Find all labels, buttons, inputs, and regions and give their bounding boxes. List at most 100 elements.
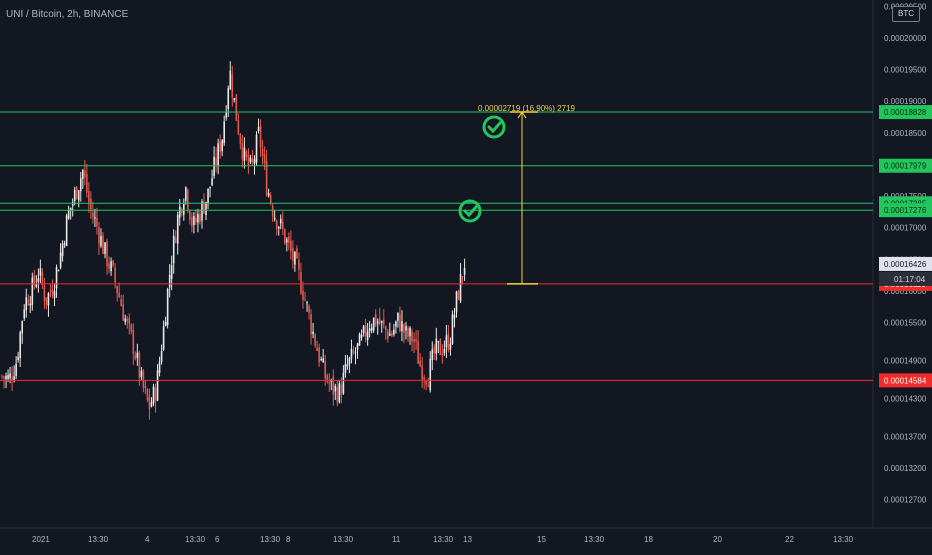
candle-body	[207, 188, 209, 204]
candle-body	[183, 204, 185, 215]
candle-body	[142, 370, 145, 388]
last-price-badge[interactable]	[879, 256, 932, 271]
candle-body	[318, 347, 320, 363]
candle-body	[374, 314, 377, 326]
candle-body	[201, 201, 203, 221]
candle-body	[308, 306, 310, 313]
price-tick-label: 0.00019500	[884, 66, 927, 75]
candle-body	[172, 235, 175, 264]
candle-body	[245, 151, 248, 157]
candle-body	[364, 325, 367, 337]
candle-body	[231, 74, 234, 97]
candle-body	[185, 187, 187, 201]
candle-body	[73, 189, 76, 202]
candle-body	[51, 289, 54, 296]
price-level-badge[interactable]	[879, 203, 932, 218]
price-tick-label: 0.00015500	[884, 318, 927, 327]
candle-body	[300, 272, 302, 294]
candle-body	[358, 333, 361, 346]
candle-body	[279, 218, 282, 224]
candle-body	[409, 327, 411, 337]
candle-body	[106, 241, 108, 267]
candle-body	[43, 285, 46, 301]
candle-body	[247, 154, 250, 166]
candle-body	[120, 299, 122, 307]
candle-body	[221, 140, 223, 152]
candle-body	[162, 326, 165, 350]
candle-body	[59, 252, 62, 268]
candle-body	[116, 286, 118, 294]
candle-body	[19, 332, 21, 359]
candle-body	[237, 120, 240, 134]
candle-body	[322, 358, 324, 363]
price-level-badge[interactable]	[879, 373, 932, 388]
candle-body	[415, 339, 417, 342]
candle-body	[401, 321, 403, 332]
check-circle-icon	[458, 199, 482, 223]
candle-body	[243, 147, 246, 161]
candle-body	[263, 154, 266, 164]
candle-body	[421, 365, 423, 381]
candle-body	[114, 267, 116, 283]
price-tick-label: 0.00013200	[884, 464, 927, 473]
candle-body	[387, 331, 389, 339]
candle-body	[380, 321, 383, 323]
currency-badge[interactable]: BTC	[892, 6, 920, 22]
candle-body	[193, 216, 195, 226]
candle-body	[251, 158, 254, 163]
candle-body	[267, 193, 270, 196]
candle-body	[399, 314, 401, 332]
candle-body	[334, 385, 337, 392]
candle-body	[326, 375, 329, 382]
candle-body	[98, 227, 100, 244]
price-tick-label: 0.00014300	[884, 394, 927, 403]
candle-body	[233, 98, 236, 101]
candle-body	[443, 349, 446, 353]
candle-body	[39, 268, 42, 276]
candle-body	[344, 364, 347, 373]
candle-body	[273, 217, 276, 220]
price-tick-label: 0.00012700	[884, 496, 927, 505]
price-level-label: 0.00014584	[884, 376, 927, 385]
candle-body	[431, 349, 434, 360]
candle-body	[290, 240, 292, 252]
candle-body	[376, 321, 379, 324]
candle-body	[124, 318, 127, 323]
candle-body	[229, 70, 232, 90]
candle-body	[281, 221, 284, 230]
time-tick-label: 6	[215, 535, 220, 544]
price-level-badge[interactable]	[879, 105, 932, 120]
candle-body	[360, 334, 363, 338]
candle-body	[332, 376, 335, 395]
price-tick-label: 0.00018500	[884, 129, 927, 138]
candle-body	[292, 248, 294, 261]
price-level-badge[interactable]	[879, 158, 932, 173]
time-tick-label: 13:30	[88, 535, 109, 544]
candle-body	[41, 271, 44, 285]
candle-body	[148, 397, 151, 410]
candle-body	[152, 386, 155, 404]
candle-body	[45, 297, 48, 306]
candle-body	[21, 321, 23, 334]
candle-body	[150, 402, 153, 407]
candle-body	[298, 259, 300, 270]
candle-body	[449, 343, 452, 350]
candle-body	[348, 357, 351, 365]
candle-body	[13, 376, 15, 381]
time-tick-label: 13:30	[260, 535, 281, 544]
candle-body	[65, 215, 68, 247]
candle-body	[219, 140, 221, 153]
check-mark	[487, 121, 502, 134]
symbol-title[interactable]: UNI / Bitcoin, 2h, BINANCE	[6, 9, 129, 20]
candle-body	[370, 327, 373, 331]
candle-body	[352, 350, 355, 353]
candle-body	[391, 333, 393, 336]
candle-body	[33, 274, 36, 285]
candle-body	[320, 358, 322, 360]
candle-body	[170, 265, 173, 279]
candle-body	[29, 303, 32, 306]
candle-body	[215, 157, 217, 165]
candle-body	[67, 210, 70, 219]
